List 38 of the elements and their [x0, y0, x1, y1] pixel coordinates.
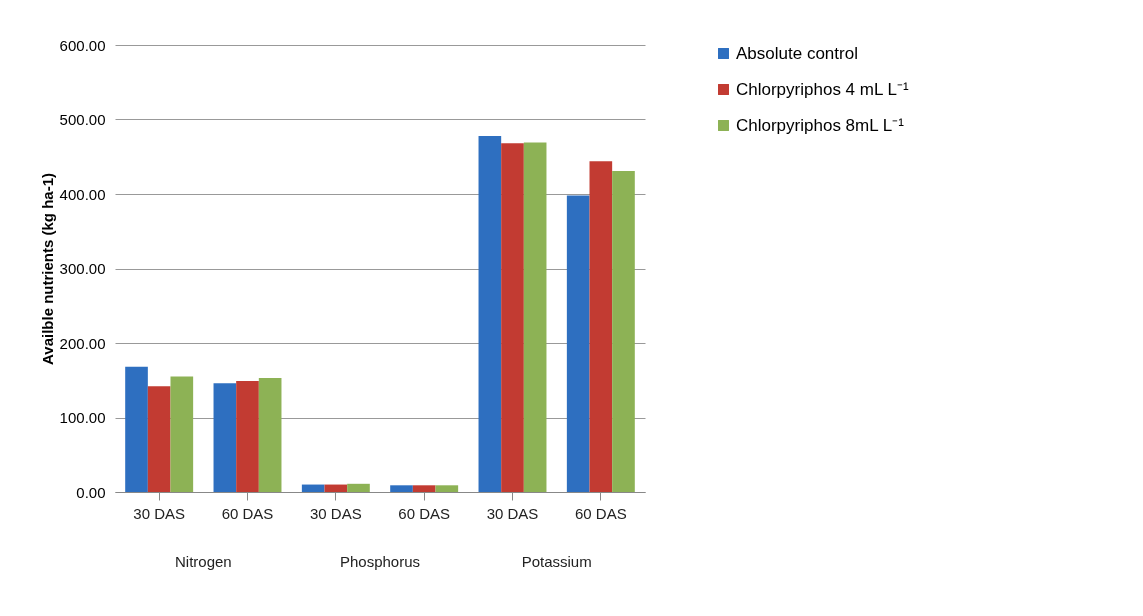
bar — [125, 366, 148, 492]
x-tick-label: 60 DAS — [574, 504, 627, 522]
y-tick-label: 0.00 — [76, 483, 106, 501]
x-tick-label: 30 DAS — [133, 504, 186, 522]
bar — [589, 161, 613, 492]
bar — [412, 485, 436, 492]
y-tick-label: 500.00 — [59, 111, 106, 128]
bar — [324, 484, 348, 492]
bar — [258, 378, 282, 492]
text: Potassium — [521, 553, 592, 570]
legend-label: Chlorpyriphos 4 mL L⁻¹ — [736, 79, 909, 99]
bar — [523, 142, 547, 492]
bar — [435, 485, 459, 492]
bar — [390, 485, 413, 492]
y-tick-label: 300.00 — [59, 260, 106, 277]
bar — [170, 376, 194, 492]
x-tick-label: 60 DAS — [221, 504, 274, 522]
text: Phosphorus — [339, 553, 421, 570]
bar — [236, 381, 259, 492]
y-tick-label: 400.00 — [59, 185, 106, 203]
y-tick-label: 100.00 — [59, 409, 106, 426]
legend-label: Chlorpyriphos 8mL L⁻¹ — [736, 115, 905, 135]
bar — [501, 143, 524, 492]
text: Nitrogen — [174, 553, 232, 570]
y-axis-title: Availble nutrients (kg ha-1) — [38, 173, 56, 365]
bar — [213, 383, 237, 492]
x-tick-label: 60 DAS — [398, 504, 451, 522]
bar — [478, 135, 502, 492]
bar — [566, 195, 590, 492]
legend-label: Absolute control — [736, 43, 858, 63]
bar — [612, 170, 635, 492]
x-tick-label: 30 DAS — [309, 504, 362, 522]
y-tick-label: 200.00 — [59, 334, 106, 352]
bar — [147, 386, 171, 492]
x-tick-label: 30 DAS — [486, 504, 539, 522]
bar — [301, 484, 325, 492]
bar — [347, 483, 370, 492]
y-tick-label: 600.00 — [59, 36, 106, 54]
